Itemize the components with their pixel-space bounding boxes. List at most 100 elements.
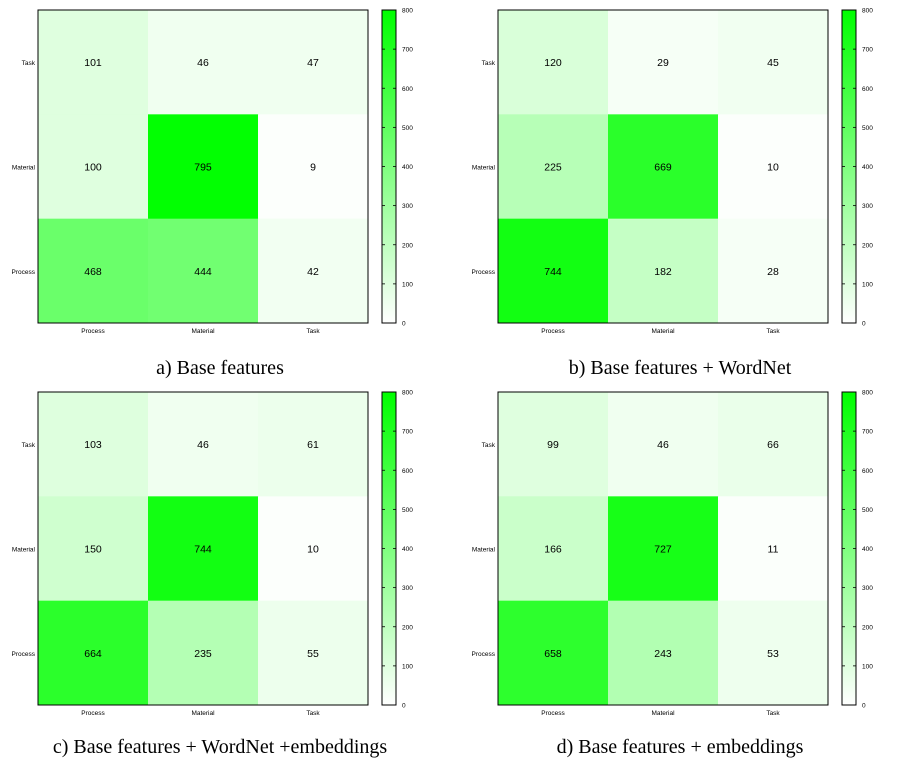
heatmap-svg-d: 99 46 66 166 727 11 658 243 53 Task Material Proces… xyxy=(472,390,874,718)
cell-value-c-0-0: 103 xyxy=(84,439,102,451)
heatmap-cell-a-0-0 xyxy=(38,10,149,115)
colorbar-tick-label-b-5: 500 xyxy=(862,125,873,132)
heatmap-cell-b-0-0 xyxy=(498,10,609,115)
confusion-matrix-c: 103 46 61 150 744 10 664 235 55 Task Material Proce… xyxy=(0,382,440,762)
cell-value-d-2-0: 658 xyxy=(544,648,562,660)
heatmap-cell-a-1-2 xyxy=(258,114,369,220)
colorbar-tick-label-a-4: 400 xyxy=(402,164,413,171)
col-label-a-2: Task xyxy=(306,328,320,335)
heatmap-cell-b-2-0 xyxy=(498,218,609,324)
row-label-c-2: Process xyxy=(12,651,36,658)
cell-value-b-0-2: 45 xyxy=(767,57,779,69)
cell-value-b-1-0: 225 xyxy=(544,162,562,174)
cell-value-b-2-1: 182 xyxy=(654,266,672,278)
plot-frame-c xyxy=(37,391,369,706)
cell-value-a-1-2: 9 xyxy=(310,162,316,174)
heatmap-cell-d-2-0 xyxy=(498,600,609,706)
colorbar-tick-label-a-8: 800 xyxy=(402,8,413,15)
cell-value-d-0-1: 46 xyxy=(657,439,669,451)
cell-value-c-0-1: 46 xyxy=(197,439,209,451)
heatmap-svg-c: 103 46 61 150 744 10 664 235 55 Task Material Proce… xyxy=(12,390,414,718)
colorbar-tick-label-c-6: 600 xyxy=(402,468,413,475)
cell-value-b-1-1: 669 xyxy=(654,162,672,174)
colorbar-tick-label-b-8: 800 xyxy=(862,8,873,15)
heatmap-cell-a-2-0 xyxy=(38,218,149,324)
colorbar-tick-label-b-1: 100 xyxy=(862,281,873,288)
colorbar-tick-label-c-3: 300 xyxy=(402,585,413,592)
heatmap-cell-c-2-1 xyxy=(148,600,259,706)
heatmap-cell-c-2-2 xyxy=(258,600,369,706)
heatmap-cell-a-2-1 xyxy=(148,218,259,324)
heatmap-cell-b-1-1 xyxy=(608,114,719,220)
col-label-c-2: Task xyxy=(306,710,320,717)
cell-value-b-0-1: 29 xyxy=(657,57,669,69)
colorbar-tick-label-c-4: 400 xyxy=(402,546,413,553)
colorbar-tick-label-d-0: 0 xyxy=(862,703,866,710)
col-label-c-0: Process xyxy=(81,710,105,717)
cell-value-c-2-0: 664 xyxy=(84,648,102,660)
colorbar-tick-label-a-0: 0 xyxy=(402,321,406,328)
cell-value-a-2-1: 444 xyxy=(194,266,212,278)
cell-value-b-2-0: 744 xyxy=(544,266,562,278)
cell-value-a-0-1: 46 xyxy=(197,57,209,69)
colorbar-tick-label-d-8: 800 xyxy=(862,390,873,397)
row-label-b-0: Task xyxy=(482,60,496,67)
heatmap-cell-c-2-0 xyxy=(38,600,149,706)
cell-value-d-0-0: 99 xyxy=(547,439,559,451)
colorbar-tick-label-c-0: 0 xyxy=(402,703,406,710)
row-label-d-0: Task xyxy=(482,442,496,449)
heatmap-cell-d-1-0 xyxy=(498,496,609,602)
heatmap-cell-b-1-2 xyxy=(718,114,829,220)
heatmap-cell-d-2-2 xyxy=(718,600,829,706)
heatmap-cell-b-2-1 xyxy=(608,218,719,324)
heatmap-cell-a-1-1 xyxy=(148,114,259,220)
heatmap-cell-a-2-2 xyxy=(258,218,369,324)
colorbar-tick-label-a-6: 600 xyxy=(402,86,413,93)
heatmap-cell-d-1-2 xyxy=(718,496,829,602)
heatmap-cell-c-0-1 xyxy=(148,392,259,497)
confusion-matrix-d: 99 46 66 166 727 11 658 243 53 Task Material Proces… xyxy=(460,382,900,762)
colorbar-tick-label-b-4: 400 xyxy=(862,164,873,171)
cell-value-d-0-2: 66 xyxy=(767,439,779,451)
cell-value-b-1-2: 10 xyxy=(767,162,779,174)
heatmap-cell-b-0-2 xyxy=(718,10,829,115)
heatmap-cell-d-0-0 xyxy=(498,392,609,497)
confusion-matrix-b: 120 29 45 225 669 10 744 182 28 Task Material Proce… xyxy=(460,0,900,380)
colorbar-tick-label-d-4: 400 xyxy=(862,546,873,553)
caption-a: a) Base features xyxy=(156,357,284,379)
heatmap-svg-a: 101 46 47 100 795 9 468 444 42 Task Material Proces… xyxy=(12,8,414,336)
colorbar-tick-label-c-5: 500 xyxy=(402,507,413,514)
col-label-b-1: Material xyxy=(651,328,675,335)
colorbar-tick-label-a-7: 700 xyxy=(402,47,413,54)
row-label-b-2: Process xyxy=(472,269,496,276)
colorbar-tick-label-c-7: 700 xyxy=(402,429,413,436)
row-label-d-1: Material xyxy=(472,547,496,554)
colorbar-tick-label-a-5: 500 xyxy=(402,125,413,132)
caption-b: b) Base features + WordNet xyxy=(568,357,792,379)
cell-value-c-1-1: 744 xyxy=(194,544,212,556)
colorbar-tick-label-d-2: 200 xyxy=(862,624,873,631)
cell-value-c-1-0: 150 xyxy=(84,544,102,556)
row-label-a-2: Process xyxy=(12,269,36,276)
heatmap-cell-a-1-0 xyxy=(38,114,149,220)
colorbar-tick-label-b-0: 0 xyxy=(862,321,866,328)
cell-value-b-0-0: 120 xyxy=(544,57,562,69)
colorbar-tick-label-d-7: 700 xyxy=(862,429,873,436)
row-label-b-1: Material xyxy=(472,165,496,172)
cell-value-a-1-1: 795 xyxy=(194,162,212,174)
colorbar-tick-label-b-3: 300 xyxy=(862,203,873,210)
colorbar-tick-label-a-2: 200 xyxy=(402,242,413,249)
colorbar-tick-label-c-2: 200 xyxy=(402,624,413,631)
colorbar-tick-label-b-6: 600 xyxy=(862,86,873,93)
heatmap-cell-a-0-1 xyxy=(148,10,259,115)
cell-value-d-1-2: 11 xyxy=(768,544,779,556)
cell-value-a-2-0: 468 xyxy=(84,266,102,278)
heatmap-cell-a-0-2 xyxy=(258,10,369,115)
heatmap-cell-c-0-0 xyxy=(38,392,149,497)
heatmap-cell-c-1-0 xyxy=(38,496,149,602)
colorbar-tick-label-c-1: 100 xyxy=(402,663,413,670)
cell-value-d-2-2: 53 xyxy=(767,648,779,660)
cell-value-a-0-2: 47 xyxy=(307,57,319,69)
row-label-c-0: Task xyxy=(22,442,36,449)
col-label-a-1: Material xyxy=(191,328,215,335)
